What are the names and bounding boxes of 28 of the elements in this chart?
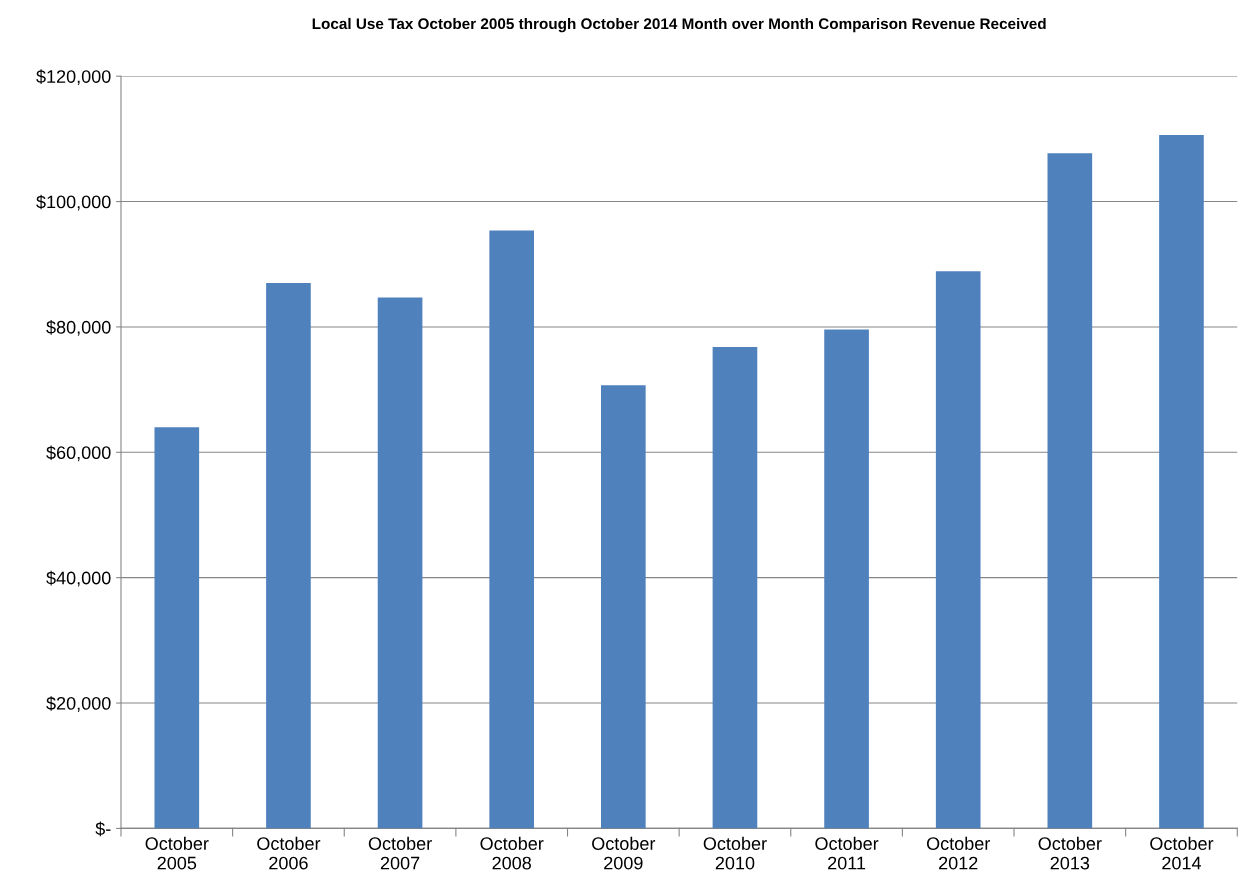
- x-tick-label: October 2010: [703, 836, 767, 870]
- bar: [489, 230, 535, 829]
- x-tick-label: October 2009: [592, 836, 656, 870]
- x-tick-label: October 2006: [257, 836, 321, 870]
- x-tick-label: October 2008: [480, 836, 544, 870]
- bar: [1047, 153, 1093, 829]
- x-tick-label: October 2014: [1150, 836, 1214, 870]
- x-tick-label: October 2012: [926, 836, 991, 870]
- chart-title: Local Use Tax October 2005 through October 2014 Month over Month Comparison Revenue Received: [312, 17, 1046, 33]
- y-tick-label: $100,000: [36, 194, 111, 211]
- bar: [824, 329, 869, 829]
- bar: [601, 385, 646, 829]
- bar: [712, 346, 758, 829]
- y-tick-label: $120,000: [36, 69, 111, 86]
- bar: [377, 297, 423, 829]
- bar: [266, 283, 311, 829]
- y-tick-label: $80,000: [46, 320, 111, 336]
- bar: [1159, 135, 1204, 829]
- y-tick-label: $40,000: [46, 570, 111, 587]
- y-tick-label: $-: [95, 821, 111, 837]
- x-tick-label: October 2011: [815, 836, 879, 870]
- bar: [935, 271, 981, 829]
- x-tick-label: October 2007: [368, 836, 432, 870]
- bar: [154, 427, 200, 829]
- x-tick-label: October 2013: [1038, 836, 1102, 870]
- y-tick-label: $60,000: [46, 445, 111, 462]
- x-tick-label: October 2005: [145, 836, 209, 870]
- y-tick-label: $20,000: [46, 696, 111, 712]
